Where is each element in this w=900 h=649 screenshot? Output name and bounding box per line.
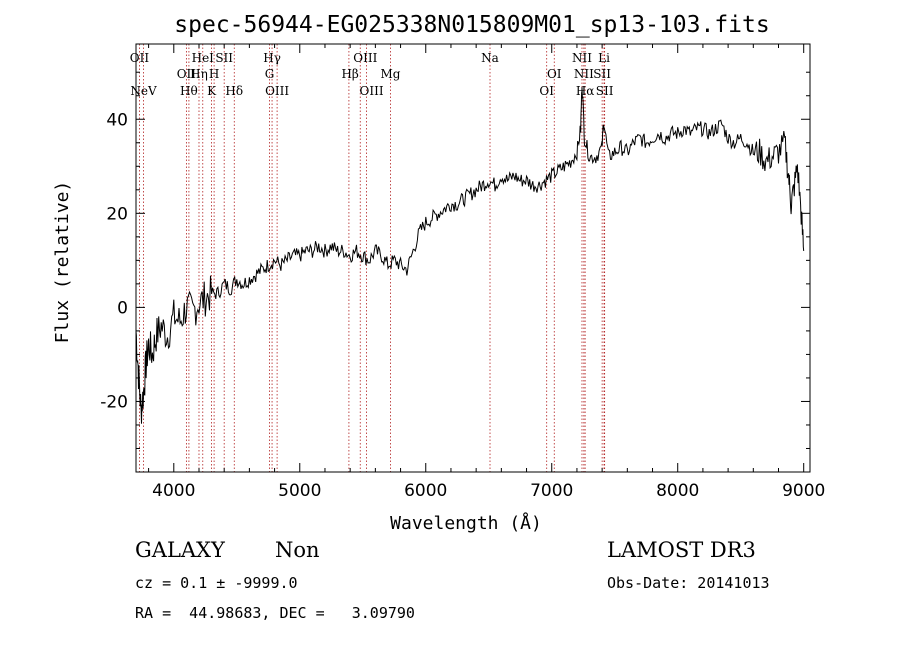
marker-label: OI (539, 84, 554, 98)
redshift-text: cz = 0.1 ± -9999.0 (135, 574, 298, 592)
marker-label: SII (596, 84, 614, 98)
y-axis-ticks: -20 0 20 40 (100, 71, 810, 449)
object-class: GALAXY (135, 538, 225, 562)
marker-label: Hγ (263, 51, 281, 65)
marker-label: NII (572, 51, 592, 65)
marker-label: Hη (190, 67, 208, 81)
x-tick-label: 5000 (278, 481, 321, 501)
x-axis-label: Wavelength (Å) (390, 512, 542, 534)
x-tick-label: 4000 (152, 481, 195, 501)
marker-label: Hθ (180, 84, 198, 98)
marker-label: SII (593, 67, 611, 81)
marker-label: SII (215, 51, 233, 65)
marker-label: G (265, 67, 275, 81)
marker-label: OIII (265, 84, 289, 98)
marker-label: OIII (360, 84, 384, 98)
marker-label: K (207, 84, 217, 98)
marker-label: NeV (130, 84, 157, 98)
marker-label: Hδ (225, 84, 243, 98)
marker-label: Hβ (341, 67, 358, 81)
spectrum-series (135, 87, 805, 424)
x-axis-ticks: 4000 5000 6000 7000 8000 9000 (148, 44, 825, 501)
y-tick-label: 40 (106, 110, 128, 130)
marker-label: HeI (192, 51, 215, 65)
marker-label: OII (177, 67, 197, 81)
survey-name: LAMOST DR3 (607, 538, 756, 562)
x-tick-label: 9000 (782, 481, 825, 501)
x-tick-label: 8000 (656, 481, 699, 501)
coordinates: RA = 44.98683, DEC = 3.09790 (135, 604, 415, 622)
marker-label: OII (130, 51, 150, 65)
obs-date: Obs-Date: 20141013 (607, 574, 770, 592)
y-tick-label: -20 (100, 392, 128, 412)
marker-label: Na (481, 51, 499, 65)
spectrum-line (135, 87, 805, 424)
x-tick-label: 7000 (530, 481, 573, 501)
x-tick-label: 6000 (404, 481, 447, 501)
chart-title: spec-56944-EG025338N015809M01_sp13-103.f… (174, 12, 769, 38)
object-subclass: Non (275, 538, 320, 562)
marker-label: Mg (380, 67, 400, 81)
plot-frame (135, 43, 811, 473)
emission-line-markers: NeVOIIOIIHθHηHeIHKSIIHδHγGOIIIOIIIHβOIII… (130, 44, 614, 472)
y-axis-label: Flux (relative) (52, 181, 73, 344)
marker-label: NII (574, 67, 594, 81)
marker-label: H (209, 67, 219, 81)
marker-label: OI (547, 67, 562, 81)
y-tick-label: 20 (106, 204, 128, 224)
y-tick-label: 0 (117, 298, 128, 318)
marker-label: OIII (353, 51, 377, 65)
marker-label: Hα (576, 84, 595, 98)
marker-label: Li (598, 51, 610, 65)
